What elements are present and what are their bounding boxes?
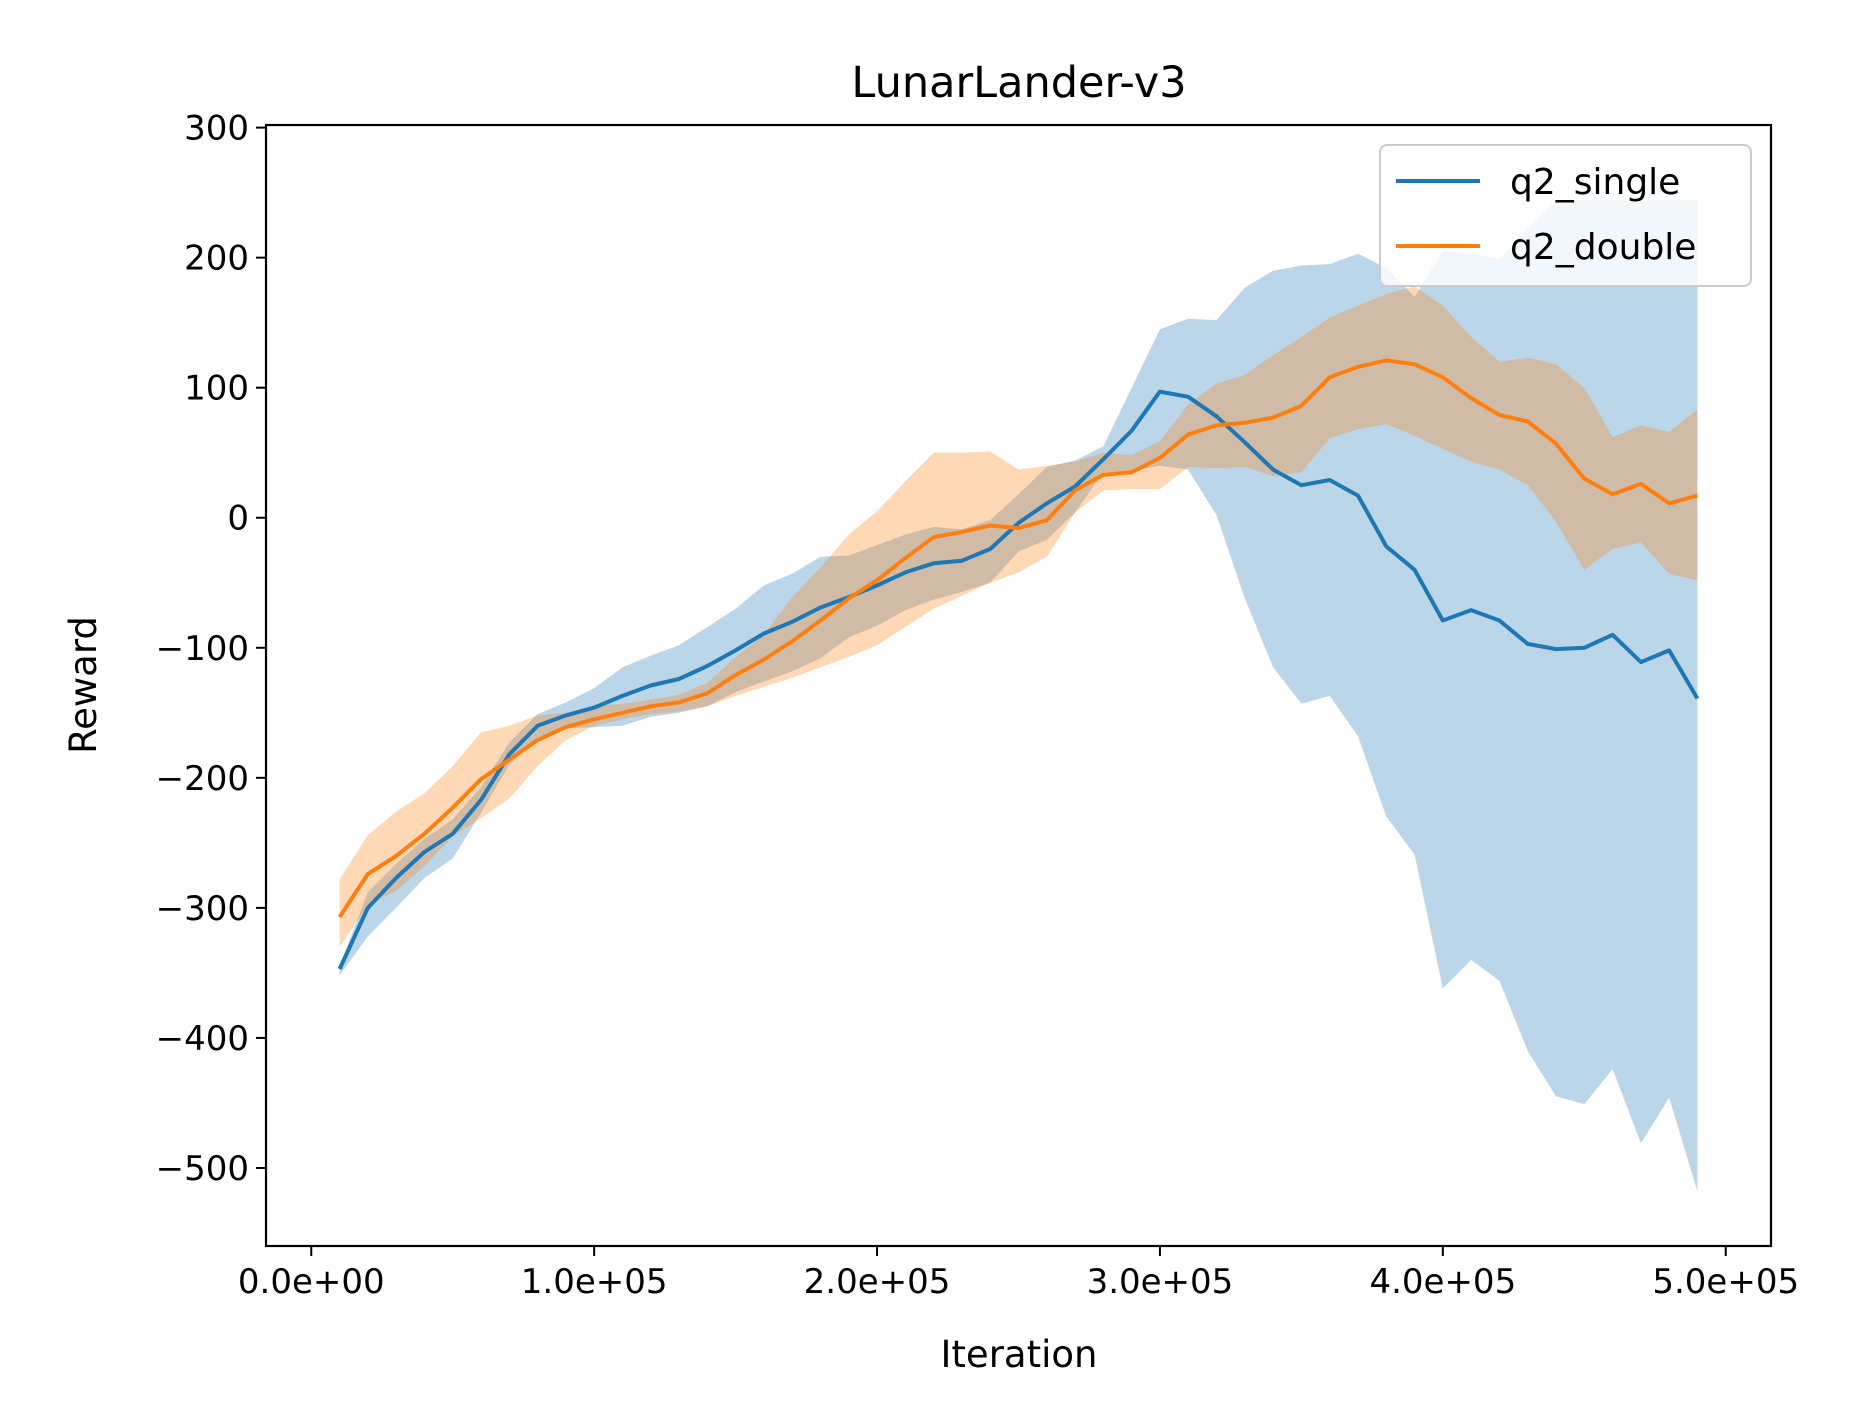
x-tick-label: 2.0e+05 bbox=[804, 1262, 951, 1302]
y-tick-label: 100 bbox=[184, 369, 249, 409]
y-axis-ticks: 300 200 100 0 −100 −200 −300 −400 −500 bbox=[156, 109, 266, 1189]
legend: q2_single q2_double bbox=[1379, 144, 1752, 287]
confidence-bands bbox=[339, 200, 1698, 1192]
legend-label-q2-double: q2_double bbox=[1510, 227, 1696, 268]
y-tick-label: −100 bbox=[156, 629, 249, 669]
y-tick-label: −300 bbox=[156, 889, 249, 929]
x-tick-label: 5.0e+05 bbox=[1652, 1262, 1799, 1302]
y-axis-title: Reward bbox=[62, 616, 105, 754]
line-q2-single bbox=[337, 389, 1700, 970]
band-q2-single bbox=[339, 200, 1698, 1192]
y-tick-label: 200 bbox=[184, 239, 249, 279]
x-tick-label: 3.0e+05 bbox=[1087, 1262, 1234, 1302]
x-axis-ticks: 0.0e+00 1.0e+05 2.0e+05 3.0e+05 4.0e+05 5.0e+… bbox=[238, 1246, 1799, 1302]
chart-title: LunarLander-v3 bbox=[851, 58, 1186, 108]
legend-label-q2-single: q2_single bbox=[1510, 162, 1680, 203]
y-tick-label: −400 bbox=[156, 1019, 249, 1059]
y-tick-label: 300 bbox=[184, 109, 249, 149]
plot-frame bbox=[264, 123, 1773, 1248]
x-tick-label: 0.0e+00 bbox=[238, 1262, 385, 1302]
series-lines bbox=[337, 358, 1700, 970]
x-tick-label: 1.0e+05 bbox=[521, 1262, 668, 1302]
y-tick-label: 0 bbox=[227, 499, 249, 539]
line-q2-double bbox=[337, 358, 1698, 919]
x-tick-label: 4.0e+05 bbox=[1369, 1262, 1516, 1302]
y-tick-label: −500 bbox=[156, 1149, 249, 1189]
y-tick-label: −200 bbox=[156, 759, 249, 799]
x-axis-title: Iteration bbox=[941, 1333, 1098, 1376]
